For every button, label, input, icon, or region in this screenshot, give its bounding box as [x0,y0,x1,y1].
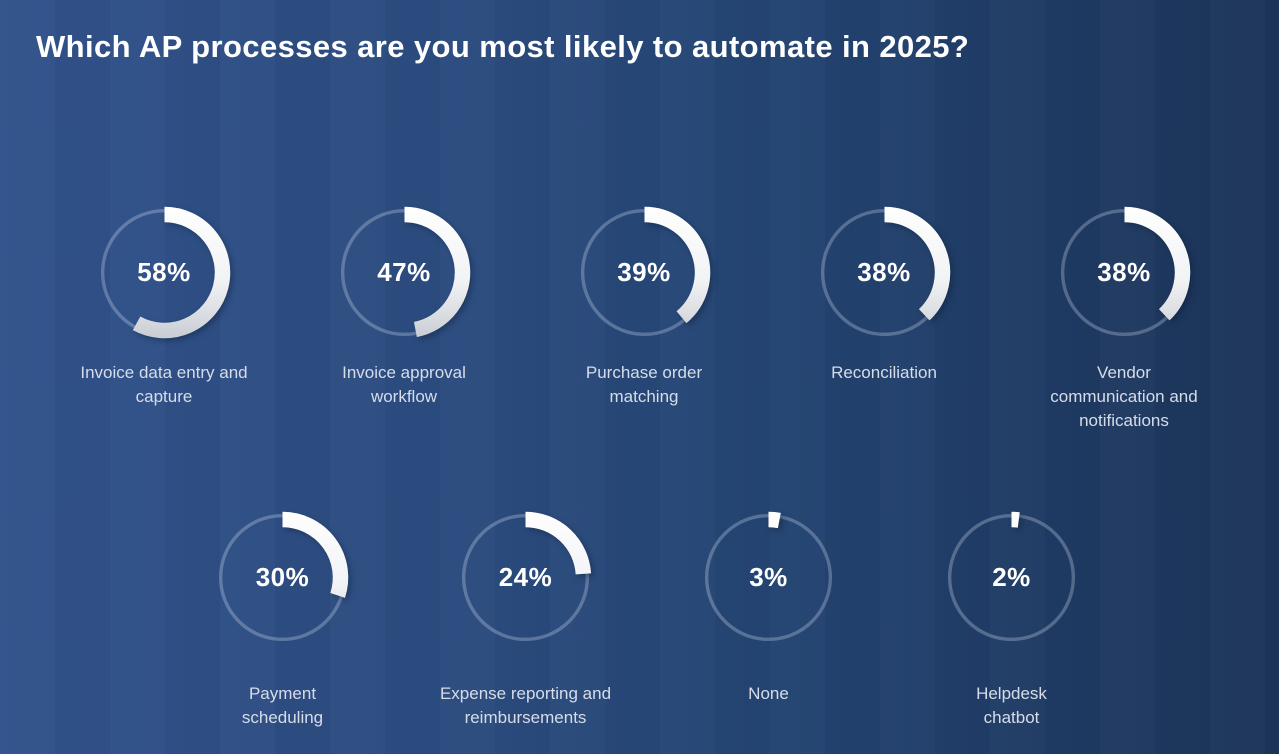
donut-svg [1060,206,1190,337]
donut-ring: 47% [332,200,477,345]
donut-ring: 38% [1052,200,1197,345]
donut-chart: 3% None [647,505,890,730]
donut-progress-arc [1123,206,1190,321]
donut-progress-arc [768,511,781,529]
donut-value: 3% [749,562,788,592]
donut-ring: 39% [572,200,717,345]
donut-label: Expense reporting and reimbursements [439,684,612,727]
page-title: Which AP processes are you most likely t… [36,28,970,64]
donut-progress-arc [132,206,230,339]
donut-chart: 2% Helpdesk chatbot [890,505,1133,730]
donut-progress-arc [883,206,950,321]
donut-ring: 3% [696,505,841,650]
donut-label: Invoice approval workflow [342,363,466,406]
donut-value: 47% [377,257,431,287]
donut-value: 24% [498,562,553,592]
donut-value: 38% [857,257,911,287]
donut-value: 30% [255,562,310,592]
donut-label: Helpdesk chatbot [976,684,1047,727]
donut-svg [947,511,1076,642]
donut-value: 38% [1097,257,1151,287]
donut-progress-arc [403,206,470,338]
donut-svg [820,206,950,337]
donut-value: 2% [992,562,1031,592]
donut-label: Invoice data entry and capture [80,363,248,406]
donut-value: 39% [617,257,671,287]
donut-ring: 2% [939,505,1084,650]
donut-svg [461,511,592,642]
donut-svg [218,511,349,642]
donut-progress-arc [282,511,349,598]
donut-svg [704,511,833,642]
donut-svg [580,206,710,337]
donut-label: Vendor communication and notifications [1050,363,1198,430]
donut-chart: 38% Reconciliation [764,200,1004,433]
donut-ring: 24% [453,505,598,650]
donut-label: Purchase order matching [585,363,703,406]
donut-chart: 30% Payment scheduling [161,505,404,730]
donut-chart: 24% Expense reporting and reimbursements [404,505,647,730]
donut-chart: 38% Vendor communication and notification… [1004,200,1244,433]
donut-svg [340,206,470,338]
donut-value: 58% [137,257,191,287]
donut-chart: 58% Invoice data entry and capture [44,200,284,433]
donut-progress-arc [643,206,710,324]
donut-ring: 58% [92,200,237,345]
donut-track [947,513,1076,642]
donut-progress-arc [525,511,592,575]
donut-ring: 30% [210,505,355,650]
donut-label: Reconciliation [831,363,937,382]
donut-chart: 47% Invoice approval workflow [284,200,524,433]
donut-chart: 39% Purchase order matching [524,200,764,433]
donut-label: None [748,684,789,703]
donut-row-2: 30% Payment scheduling 24% Expense reportin… [161,505,1133,730]
donut-svg [100,206,230,339]
donut-row-1: 58% Invoice data entry and capture 47% Invo… [44,200,1244,433]
donut-ring: 38% [812,200,957,345]
donut-label: Payment scheduling [241,684,324,727]
